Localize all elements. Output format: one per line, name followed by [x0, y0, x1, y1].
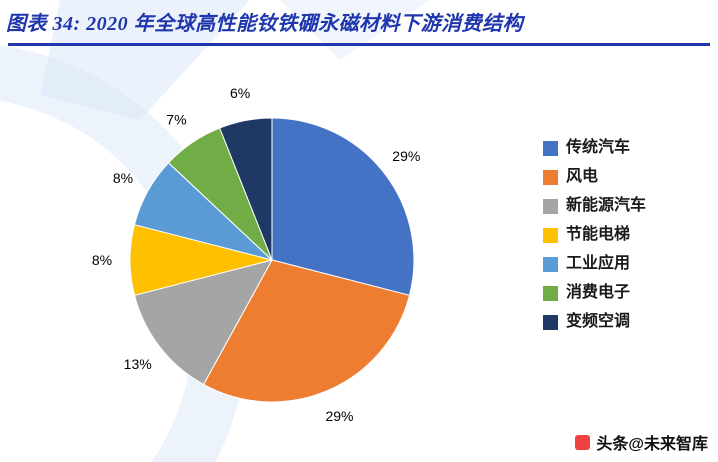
pie-label-传统汽车: 29%	[392, 148, 420, 164]
watermark-polygon	[280, 0, 430, 60]
toutiao-icon	[575, 434, 591, 450]
legend-label: 传统汽车	[566, 139, 631, 156]
title-underline	[8, 43, 710, 46]
pie-label-风电: 29%	[325, 408, 353, 424]
legend-label: 工业应用	[566, 255, 631, 272]
legend-swatch	[543, 227, 558, 243]
legend-swatch	[543, 169, 558, 185]
legend-label: 节能电梯	[566, 226, 631, 243]
pie-label-工业应用: 8%	[113, 170, 133, 186]
figure-header: 图表 34: 2020 年全球高性能钕铁硼永磁材料下游消费结构	[0, 0, 718, 46]
pie-label-消费电子: 7%	[166, 111, 186, 127]
pie-label-新能源汽车: 13%	[124, 356, 152, 372]
pie-slice-变频空调	[219, 117, 273, 261]
legend-item-新能源汽车: 新能源汽车	[543, 198, 646, 214]
pie-slice-传统汽车	[271, 117, 415, 296]
source-credit: 头条@未来智库	[575, 430, 708, 454]
legend-swatch	[543, 140, 558, 156]
pie-label-节能电梯: 8%	[92, 252, 112, 268]
legend-swatch	[543, 314, 558, 330]
pie-slice-风电	[202, 259, 411, 403]
pie-chart: 29% 29% 13% 8% 8% 7% 6%	[92, 85, 420, 424]
credit-text: 头条@未来智库	[596, 436, 708, 453]
legend-item-风电: 风电	[543, 169, 646, 185]
legend-item-工业应用: 工业应用	[543, 256, 646, 272]
legend-label: 新能源汽车	[566, 197, 647, 214]
chart-title: 图表 34: 2020 年全球高性能钕铁硼永磁材料下游消费结构	[6, 13, 524, 35]
legend-item-变频空调: 变频空调	[543, 314, 646, 330]
legend-item-节能电梯: 节能电梯	[543, 227, 646, 243]
legend-swatch	[543, 198, 558, 214]
legend-label: 风电	[566, 168, 599, 185]
legend-item-消费电子: 消费电子	[543, 285, 646, 301]
pie-label-变频空调: 6%	[230, 85, 250, 101]
legend-swatch	[543, 256, 558, 272]
legend-label: 消费电子	[566, 284, 631, 301]
legend-item-传统汽车: 传统汽车	[543, 140, 646, 156]
legend-label: 变频空调	[566, 313, 631, 330]
chart-legend: 传统汽车风电新能源汽车节能电梯工业应用消费电子变频空调	[543, 140, 646, 330]
legend-swatch	[543, 285, 558, 301]
pie-slice-新能源汽车	[133, 259, 273, 386]
